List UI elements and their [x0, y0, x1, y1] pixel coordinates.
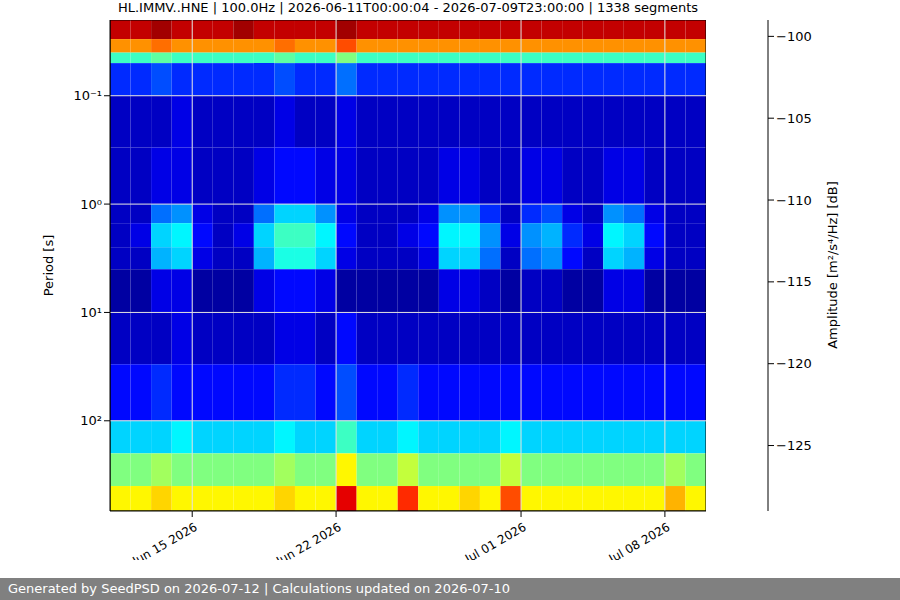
svg-text:−110: −110 [776, 193, 812, 208]
svg-text:−120: −120 [776, 356, 812, 371]
html-text:HL.IMMV..HNE | 100.0Hz | 2026-: HL.IMMV..HNE | 100.0Hz | 2026-06-11T00:0… [118, 0, 698, 15]
svg-text:−105: −105 [776, 111, 812, 126]
svg-text:Jun 22 2026: Jun 22 2026 [273, 520, 343, 560]
svg-text:10⁻¹: 10⁻¹ [73, 88, 102, 103]
svg-text:10⁰: 10⁰ [80, 197, 102, 212]
svg-text:Jun 15 2026: Jun 15 2026 [129, 520, 199, 560]
svg-text:Jul 08 2026: Jul 08 2026 [606, 520, 673, 560]
svg-text:10¹: 10¹ [80, 305, 102, 320]
svg-text:10²: 10² [80, 413, 102, 428]
html-text:Generated by SeedPSD on 2026-0: Generated by SeedPSD on 2026-07-12 | Cal… [8, 581, 510, 596]
html-text:Amplitude [m²/s⁴/Hz] [dB]: Amplitude [m²/s⁴/Hz] [dB] [824, 181, 840, 349]
svg-text:Period [s]: Period [s] [41, 235, 56, 297]
svg-text:−125: −125 [776, 438, 812, 453]
svg-text:Jul 01 2026: Jul 01 2026 [462, 520, 529, 560]
svg-text:−100: −100 [776, 29, 812, 44]
svg-text:−115: −115 [776, 274, 812, 289]
